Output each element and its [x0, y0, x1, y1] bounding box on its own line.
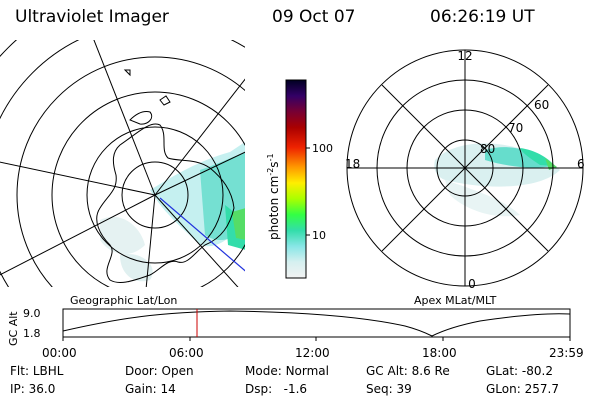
altitude-ylabel: GC Alt	[7, 311, 20, 346]
geographic-image-panel	[0, 40, 245, 287]
mlat-label-70: 70	[508, 121, 523, 135]
dsp-info: Dsp: -1.6	[245, 382, 308, 396]
filter-info: Flt: LBHL	[10, 364, 64, 378]
apex-label: Apex MLat/MLT	[414, 294, 497, 307]
xtick-1800: 18:00	[422, 346, 457, 360]
door-info: Door: Open	[125, 364, 194, 378]
altitude-timeline: GC Alt 9.0 1.8	[7, 307, 571, 346]
instrument-title: Ultraviolet Imager	[15, 7, 169, 27]
apex-mlat-mlt-panel: 12 0 18 6 60 70 80	[345, 49, 585, 291]
mlt-lines	[347, 50, 583, 286]
altitude-ytick-high: 9.0	[23, 307, 41, 320]
mlt-label-12: 12	[457, 49, 472, 63]
colorbar-tick-10: 10	[312, 229, 326, 242]
seq-info: Seq: 39	[366, 382, 412, 396]
mode-info: Mode: Normal	[245, 364, 329, 378]
altitude-plot-frame	[62, 308, 571, 338]
longitude-lines	[0, 40, 245, 287]
glat-info: GLat: -80.2	[486, 364, 553, 378]
glon-info: GLon: 257.7	[486, 382, 559, 396]
xtick-0600: 06:00	[169, 346, 204, 360]
altitude-ytick-low: 1.8	[23, 327, 41, 340]
mlt-label-0: 0	[468, 277, 476, 291]
xtick-2359: 23:59	[549, 346, 584, 360]
xtick-1200: 12:00	[295, 346, 330, 360]
colorbar-unit-label: photon cm-2s-1	[266, 153, 281, 240]
latitude-circles	[0, 40, 245, 287]
orbit-track-line	[159, 197, 245, 272]
ip-info: IP: 36.0	[10, 382, 56, 396]
geographic-label: Geographic Lat/Lon	[70, 294, 178, 307]
gain-info: Gain: 14	[125, 382, 176, 396]
colorbar-tick-100: 100	[312, 142, 333, 155]
gcalt-info: GC Alt: 8.6 Re	[366, 364, 450, 378]
altitude-curve	[62, 310, 571, 337]
continent-outline	[96, 123, 235, 283]
colorbar: 100 10 photon cm-2s-1	[266, 79, 333, 279]
aurora-emission-mag	[434, 143, 560, 217]
time-label: 06:26:19 UT	[430, 7, 535, 27]
mlt-label-6: 6	[577, 157, 585, 171]
mlat-label-60: 60	[534, 98, 549, 112]
mlt-label-18: 18	[345, 157, 360, 171]
colorbar-gradient	[285, 79, 307, 279]
xtick-0000: 00:00	[42, 346, 77, 360]
date-label: 09 Oct 07	[272, 7, 356, 27]
mlat-label-80: 80	[480, 142, 495, 156]
